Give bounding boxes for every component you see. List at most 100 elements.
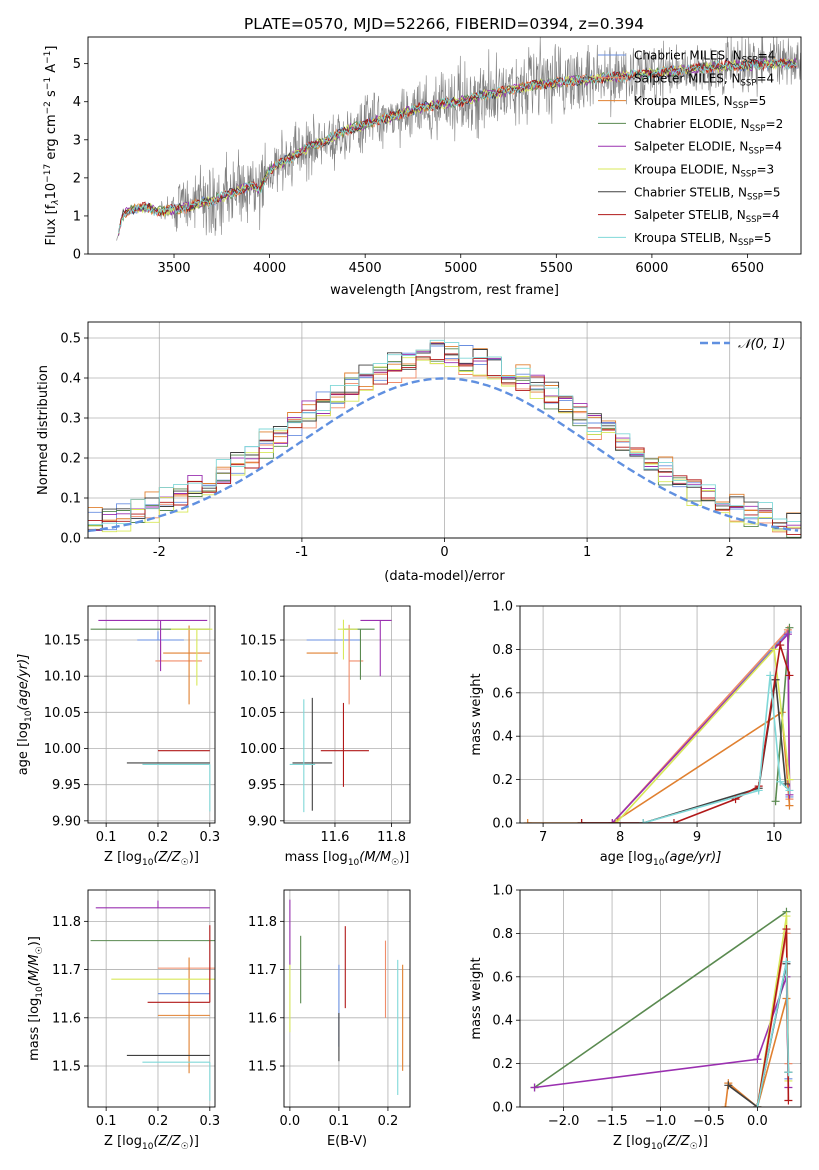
x-tick-label: 6000 <box>635 261 668 276</box>
y-tick-label: 11.7 <box>52 963 81 978</box>
weight-marker <box>669 819 678 823</box>
legend-entry-6: Chabrier STELIB, NSSP=5 <box>634 185 781 202</box>
errorbar-point-7 <box>147 925 211 1003</box>
y-tick-label: 9.95 <box>52 778 81 793</box>
errorbar-point-2 <box>163 625 210 705</box>
y-tick-label: 0.8 <box>492 927 513 942</box>
weight-marker <box>785 671 794 680</box>
x-axis-label: age [log10(age/yr)] <box>600 850 722 868</box>
y-tick-label: 11.8 <box>248 915 277 930</box>
x-tick-label: 11.6 <box>320 830 349 845</box>
x-tick-label: 9 <box>693 830 701 845</box>
y-axis-label: Flux [fλ10−17 erg cm−2 s−1 A−1] <box>43 46 61 246</box>
y-tick-label: 3 <box>73 133 81 148</box>
x-tick-label: 11.8 <box>377 830 406 845</box>
y-tick-label: 2 <box>73 171 81 186</box>
y-tick-label: 0.1 <box>60 492 81 507</box>
plot-content <box>289 619 392 813</box>
spectrum-panel: 3500 4000 4500 5000 5500 6000 6500 0 1 2 3 4 5 wavele… <box>43 36 802 298</box>
y-axis-label: mass [log10(M/M☉)] <box>27 936 45 1061</box>
errorbar-point-5 <box>337 619 358 660</box>
y-tick-label: 4 <box>73 95 81 110</box>
axes-frame <box>87 605 216 824</box>
legend-entry-5: Kroupa ELODIE, NSSP=3 <box>634 163 774 180</box>
x-tick-label: -2 <box>153 545 166 560</box>
residuals-panel: -2 -1 0 1 2 0.0 0.1 0.2 0.3 0.4 0.5 (data-model)/er… <box>36 321 802 584</box>
grid <box>284 606 410 823</box>
axes-frame <box>519 889 802 1108</box>
y-tick-label: 10.15 <box>240 633 277 648</box>
weight-marker <box>776 641 785 650</box>
plot-content <box>523 623 794 823</box>
y-tick-label: 0.0 <box>492 1101 513 1116</box>
x-tick-label: 5500 <box>540 261 573 276</box>
errorbar-point-6 <box>292 697 333 811</box>
spectrum-data-line <box>116 37 801 241</box>
weight-marker <box>612 819 621 823</box>
y-tick-label: 0.2 <box>492 773 513 788</box>
x-tick-label: 8 <box>616 830 624 845</box>
weight-marker <box>639 819 648 823</box>
plot-background <box>284 606 410 823</box>
y-tick-label: 10.00 <box>44 742 81 757</box>
plot-content <box>90 900 215 1101</box>
y-tick-label: 9.90 <box>248 814 277 829</box>
errorbar-point-8 <box>289 699 316 813</box>
legend-entry-2: Kroupa MILES, NSSP=5 <box>634 94 766 111</box>
grid <box>88 606 215 823</box>
x-axis-label: Z [log10(Z/Z☉)] <box>104 850 199 868</box>
y-tick-label: 0.6 <box>492 970 513 985</box>
errorbar-point-4 <box>360 619 392 677</box>
weight-marker <box>530 1083 539 1092</box>
y-tick-label: 10.00 <box>240 742 277 757</box>
y-tick-label: 9.90 <box>52 814 81 829</box>
x-axis-label: Z [log10(Z/Z☉)] <box>613 1134 708 1152</box>
errorbar-point-5 <box>170 628 213 686</box>
errorbar-point-7 <box>320 702 369 787</box>
x-tick-label: −1.5 <box>596 1114 628 1129</box>
errorbar-point-8 <box>142 1061 211 1101</box>
legend-entry-7: Salpeter STELIB, NSSP=4 <box>634 208 779 225</box>
x-tick-label: -1 <box>295 545 308 560</box>
x-tick-label: −2.0 <box>548 1114 580 1129</box>
legend-entry-1: Salpeter MILES, NSSP=4 <box>634 71 774 88</box>
y-tick-label: 11.8 <box>52 915 81 930</box>
axes-frame <box>283 605 411 824</box>
weight-line-7 <box>581 644 791 823</box>
weight-vs-age-panel: 7 8 9 10 0.0 0.2 0.4 0.6 0.8 1.0 age [log10(age/yr… <box>469 600 802 868</box>
age-vs-metallicity-panel: 0.1 0.2 0.3 9.90 9.95 10.00 10.05 10.10 10.15 Z [… <box>16 605 220 868</box>
y-tick-label: 11.5 <box>52 1060 81 1075</box>
figure-title: PLATE=0570, MJD=52266, FIBERID=0394, z=0… <box>244 15 644 33</box>
y-tick-label: 0.6 <box>492 686 513 701</box>
x-tick-label: 0.1 <box>96 830 117 845</box>
weight-vs-metallicity-panel: −2.0 −1.5 −1.0 −0.5 0.0 0.0 0.2 0.4 0.6 0.8 1.0 Z [… <box>469 884 802 1152</box>
weight-marker <box>785 623 794 632</box>
y-tick-label: 9.95 <box>248 778 277 793</box>
weight-marker <box>784 1096 793 1105</box>
mass-vs-metallicity-panel: 0.1 0.2 0.3 11.5 11.6 11.7 11.8 Z [log10(Z/Z☉)]… <box>27 889 220 1152</box>
weight-marker <box>785 801 794 810</box>
legend-entry-8: Kroupa STELIB, NSSP=5 <box>634 231 772 248</box>
weight-marker <box>608 819 617 823</box>
y-tick-label: 0.4 <box>492 1014 513 1029</box>
y-tick-label: 0.0 <box>60 532 81 547</box>
x-tick-label: 2 <box>726 545 734 560</box>
x-axis-label: Z [log10(Z/Z☉)] <box>104 1134 199 1152</box>
weight-marker <box>784 1068 793 1077</box>
x-tick-label: −0.5 <box>693 1114 725 1129</box>
x-axis-label: E(B-V) <box>327 1134 367 1149</box>
plot-background <box>284 890 410 1107</box>
x-tick-label: 0.3 <box>199 830 220 845</box>
errorbar-point-4 <box>98 619 208 672</box>
y-tick-label: 5 <box>73 57 81 72</box>
errorbar-point-8 <box>142 763 211 812</box>
axes-frame <box>519 605 802 824</box>
x-tick-label: 0.2 <box>148 830 169 845</box>
grid <box>88 890 215 1107</box>
weight-marker <box>577 819 586 823</box>
weight-marker <box>776 777 785 786</box>
weight-marker <box>721 1103 730 1107</box>
y-tick-label: 0.4 <box>60 372 81 387</box>
y-axis-label: age [log10(age/yr)] <box>16 654 34 776</box>
x-tick-label: 0 <box>440 545 448 560</box>
